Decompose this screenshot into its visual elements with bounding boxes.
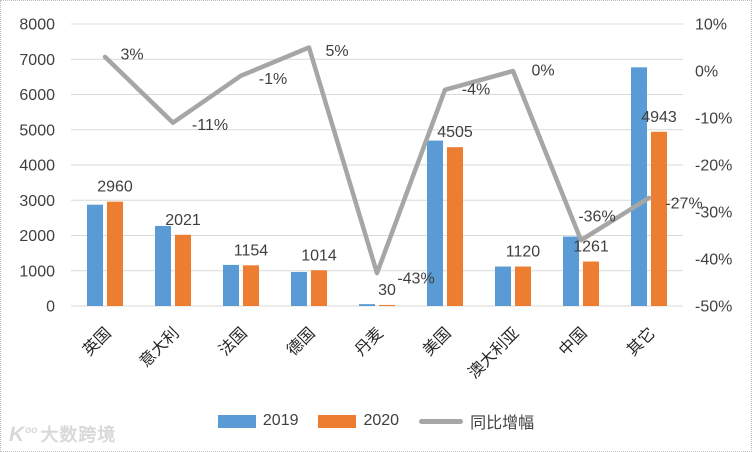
x-axis-category-label: 美国 [419,324,454,359]
bar-value-label: 2021 [165,212,201,229]
y-axis-tick-label: 6000 [19,87,55,104]
growth-line [102,45,652,276]
y-axis-tick-label: 3000 [19,193,55,210]
growth-point-label: 5% [325,43,348,60]
bar-2020 [107,201,123,306]
pct-axis-tick-label: -10% [695,111,732,128]
bar-2020 [379,304,395,306]
y-axis-tick-label: 8000 [19,17,55,34]
growth-point-label: -43% [397,271,434,288]
watermark: Koo 大数跨境 [9,421,116,447]
legend-swatch-bar [217,414,256,428]
legend-item-2019: 2019 [217,412,299,430]
legend-item-同比增幅: 同比增幅 [419,409,534,433]
bar-2020 [447,147,463,306]
growth-point-label: -27% [665,195,702,212]
x-axis-category-label: 法国 [215,324,250,359]
bar-value-label: 30 [378,282,396,299]
pct-axis-tick-label: 0% [695,64,718,81]
y-axis-tick-label: 5000 [19,122,55,139]
growth-point-label: 0% [531,63,554,80]
legend-item-2020: 2020 [318,412,399,430]
bar-2019 [87,204,103,306]
bar-2020 [515,266,531,306]
growth-point-label: -11% [192,117,228,134]
bar-2020 [311,270,327,306]
pct-axis-tick-label: -20% [695,158,732,175]
bar-2019 [631,67,647,306]
bar-value-label: 2960 [97,179,133,196]
watermark-text: 大数跨境 [40,425,117,445]
bar-2019 [155,225,171,306]
y-axis-tick-label: 1000 [19,263,55,280]
bar-value-label: 4943 [641,109,677,126]
bar-2019 [291,271,307,306]
pct-axis-tick-label: -40% [695,252,732,269]
bar-2020 [175,234,191,306]
pct-axis-tick-label: 10% [695,17,727,34]
bar-value-label: 1120 [506,244,541,261]
bar-2019 [427,140,443,306]
growth-point-label: 3% [120,46,143,63]
bar-2020 [243,265,259,306]
bar-2020 [651,131,667,306]
x-axis-category-label: 英国 [79,324,114,359]
x-axis-category-label: 其它 [623,324,658,359]
growth-point-label: -1% [259,71,287,88]
legend-label: 2019 [262,412,299,429]
pct-axis-tick-label: -50% [695,299,732,316]
legend-swatch-line [419,418,464,424]
pct-axis-tick-label: -30% [695,205,732,222]
chart-legend: 2019 2020 同比增幅 [1,408,751,434]
y-axis-tick-label: 2000 [19,228,55,245]
y-axis-tick-label: 7000 [19,52,55,69]
x-axis-category-label: 澳大利亚 [465,324,523,382]
y-axis-tick-label: 4000 [19,158,55,175]
x-axis-category-label: 德国 [283,324,318,359]
bar-2020 [583,261,599,306]
y-axis-tick-label: 0 [46,299,55,316]
bar-2019 [223,264,239,306]
watermark-logo: Koo [9,423,38,446]
bar-value-label: 4505 [437,124,473,141]
growth-point-label: -4% [462,81,490,98]
bar-value-label: 1154 [234,242,269,259]
bar-2019 [359,304,375,306]
bar-2019 [563,236,579,306]
x-axis-category-label: 意大利 [135,323,182,370]
legend-swatch-bar [318,414,357,428]
legend-label: 2020 [363,412,400,429]
x-axis-category-label: 中国 [555,324,590,359]
bar-value-label: 1261 [573,239,609,256]
x-axis-category-label: 丹麦 [351,324,386,359]
legend-label: 同比增幅 [470,415,535,432]
growth-point-label: -36% [578,209,615,226]
bar-value-label: 1014 [301,247,337,264]
bar-2019 [495,266,511,306]
